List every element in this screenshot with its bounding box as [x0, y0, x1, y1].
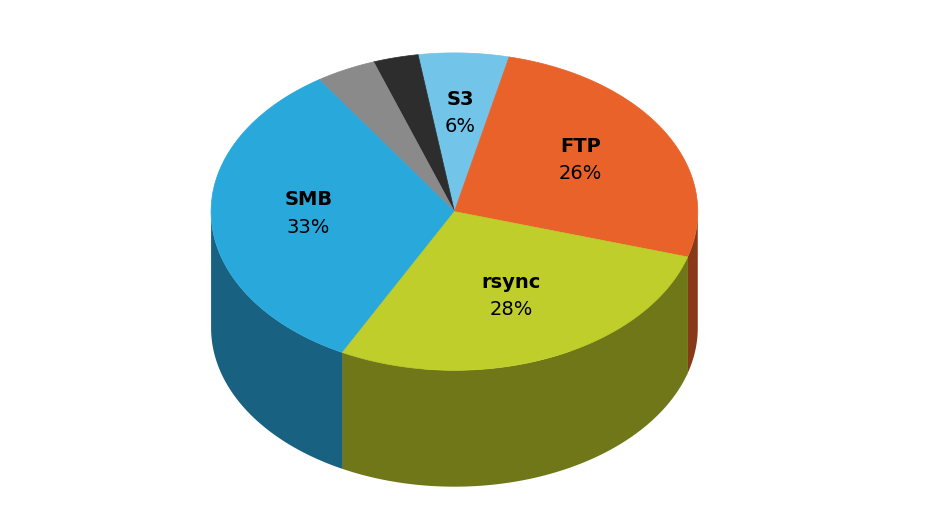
Polygon shape — [455, 212, 687, 373]
Polygon shape — [342, 212, 455, 469]
Polygon shape — [319, 62, 455, 212]
Text: 28%: 28% — [490, 300, 533, 319]
Text: FTP: FTP — [560, 137, 601, 156]
Polygon shape — [418, 53, 509, 212]
Polygon shape — [374, 54, 455, 212]
Text: 6%: 6% — [445, 117, 475, 136]
Text: 26%: 26% — [559, 165, 603, 184]
Text: rsync: rsync — [482, 273, 541, 292]
Polygon shape — [687, 212, 698, 373]
Text: S3: S3 — [446, 90, 473, 109]
Polygon shape — [211, 80, 455, 352]
Polygon shape — [342, 257, 687, 487]
Polygon shape — [342, 212, 455, 469]
Polygon shape — [455, 57, 698, 257]
Polygon shape — [211, 212, 342, 469]
Text: SMB: SMB — [285, 190, 333, 209]
Text: 33%: 33% — [287, 217, 330, 236]
Polygon shape — [342, 212, 687, 370]
Polygon shape — [455, 212, 687, 373]
